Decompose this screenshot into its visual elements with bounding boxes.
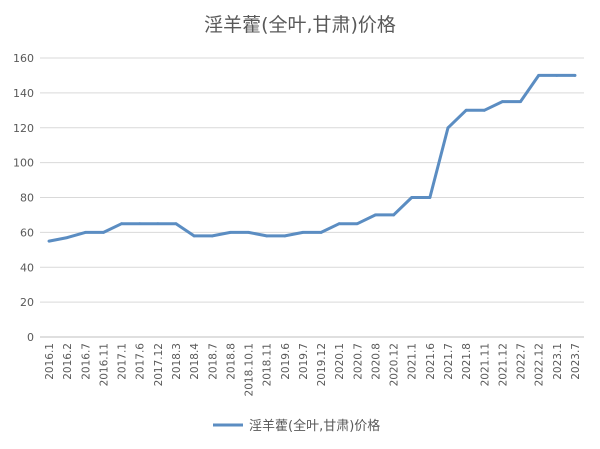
data-point	[410, 196, 414, 199]
data-point	[192, 234, 196, 238]
x-tick-label: 2020.1	[334, 343, 346, 380]
data-point	[519, 100, 522, 103]
x-tick-label: 2020.12	[389, 343, 401, 386]
x-axis: 2016.1 2016.2 2016.7 2016.11 2017.1 2017.6 201…	[44, 343, 582, 397]
x-tick-label: 2023.7	[570, 343, 582, 380]
y-tick-label: 120	[13, 122, 34, 135]
y-tick-label: 0	[27, 331, 34, 344]
y-tick-label: 40	[20, 261, 34, 274]
data-point	[464, 108, 468, 112]
y-tick-label: 100	[13, 157, 34, 170]
y-axis: 0 20 40 60 80 100 120 140 160	[13, 52, 34, 344]
data-point	[573, 74, 577, 77]
data-point	[319, 230, 323, 234]
x-tick-label: 2022.12	[534, 343, 546, 386]
data-point	[537, 74, 541, 77]
y-tick-label: 60	[20, 226, 34, 239]
x-tick-label: 2020.8	[370, 343, 382, 380]
data-point	[83, 230, 87, 234]
chart-title: 淫羊藿(全叶,甘肃)价格	[204, 14, 396, 36]
x-tick-label: 2022.7	[516, 343, 528, 380]
data-point	[337, 222, 341, 226]
x-tick-label: 2018.11	[262, 343, 274, 386]
y-tick-label: 80	[20, 192, 34, 205]
x-tick-label: 2016.2	[62, 343, 74, 380]
gridlines	[40, 57, 584, 338]
data-point	[355, 222, 359, 226]
x-tick-label: 2018.3	[171, 343, 183, 380]
data-point	[428, 196, 432, 199]
y-tick-label: 20	[20, 296, 34, 309]
x-tick-label: 2017.1	[117, 343, 129, 380]
x-tick-label: 2021.7	[443, 343, 455, 380]
x-tick-label: 2019.12	[316, 343, 328, 386]
x-tick-label: 2023.1	[552, 343, 564, 380]
data-point	[374, 213, 377, 217]
x-tick-label: 2016.7	[80, 343, 92, 380]
x-tick-label: 2021.1	[407, 343, 419, 380]
x-tick-label: 2019.7	[298, 343, 310, 380]
x-tick-label: 2018.8	[225, 343, 237, 380]
x-tick-label: 2018.4	[189, 343, 201, 380]
legend-label: 淫羊藿(全叶,甘肃)价格	[249, 418, 380, 434]
data-point	[174, 222, 178, 226]
plot-area	[47, 73, 577, 243]
x-tick-label: 2021.8	[461, 343, 473, 380]
x-tick-label: 2021.12	[497, 343, 509, 386]
x-tick-label: 2017.6	[135, 343, 147, 380]
x-tick-label: 2018.7	[207, 343, 219, 380]
data-point	[247, 230, 250, 234]
data-point	[301, 230, 305, 234]
x-tick-label: 2021.11	[479, 343, 491, 386]
data-point	[283, 234, 287, 238]
series-line	[47, 73, 577, 243]
data-point	[229, 230, 232, 234]
data-point	[138, 222, 142, 226]
data-point	[482, 108, 486, 112]
data-point	[102, 230, 105, 234]
x-tick-label: 2020.7	[352, 343, 364, 380]
data-point	[210, 234, 214, 238]
data-point	[47, 239, 51, 243]
legend: 淫羊藿(全叶,甘肃)价格	[213, 418, 380, 434]
x-tick-label: 2021.6	[425, 343, 437, 380]
x-tick-label: 2019.6	[280, 343, 292, 380]
x-tick-label: 2018.10.1	[244, 343, 256, 396]
data-point	[555, 74, 559, 77]
data-point	[265, 234, 269, 238]
y-tick-label: 140	[13, 87, 34, 100]
x-tick-label: 2017.12	[153, 343, 165, 386]
data-point	[446, 126, 450, 130]
y-tick-label: 160	[13, 52, 34, 65]
data-point	[156, 222, 160, 226]
data-point	[65, 236, 69, 240]
data-point	[392, 213, 395, 217]
x-tick-label: 2016.11	[98, 343, 110, 386]
data-point	[120, 222, 123, 226]
x-tick-label: 2016.1	[44, 343, 56, 380]
data-point	[501, 100, 504, 103]
